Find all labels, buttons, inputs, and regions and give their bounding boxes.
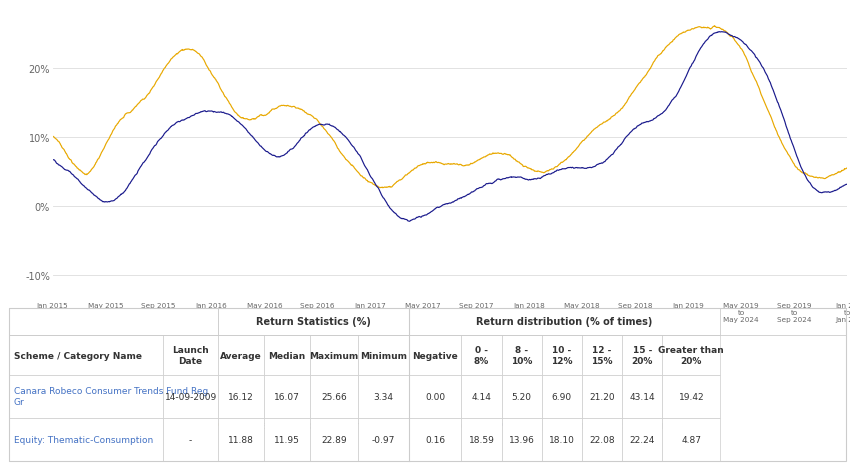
Text: 3.34: 3.34: [374, 392, 394, 401]
Bar: [462, 418, 501, 461]
Bar: [622, 418, 662, 461]
Text: 0.00: 0.00: [425, 392, 445, 401]
Text: Scheme / Category Name: Scheme / Category Name: [14, 351, 141, 360]
Text: 11.95: 11.95: [274, 435, 300, 444]
Text: 11.88: 11.88: [228, 435, 254, 444]
Bar: [359, 335, 409, 375]
Text: 13.96: 13.96: [509, 435, 535, 444]
Text: Minimum: Minimum: [360, 351, 407, 360]
Legend: Canara Robeco Consumer Trends Fund Reg Gr, Equity: Thematic-Consumption: Canara Robeco Consumer Trends Fund Reg G…: [196, 415, 705, 434]
Text: Maximum: Maximum: [309, 351, 359, 360]
Text: 0.16: 0.16: [425, 435, 445, 444]
Bar: [502, 335, 541, 375]
Bar: [462, 375, 501, 418]
Bar: [264, 418, 310, 461]
Text: 18.59: 18.59: [468, 435, 495, 444]
Bar: [622, 335, 662, 375]
Text: 21.20: 21.20: [589, 392, 615, 401]
Bar: [662, 335, 720, 375]
Bar: [359, 375, 409, 418]
Bar: [8, 308, 218, 335]
Bar: [409, 308, 720, 335]
Bar: [662, 418, 720, 461]
Text: Negative: Negative: [412, 351, 458, 360]
Bar: [218, 375, 264, 418]
Text: 43.14: 43.14: [630, 392, 655, 401]
Text: 18.10: 18.10: [549, 435, 575, 444]
Text: Return Statistics (%): Return Statistics (%): [256, 317, 371, 326]
Text: Return distribution (% of times): Return distribution (% of times): [476, 317, 653, 326]
Bar: [622, 375, 662, 418]
Text: 22.89: 22.89: [321, 435, 347, 444]
Bar: [218, 418, 264, 461]
Bar: [409, 375, 462, 418]
Bar: [218, 335, 264, 375]
Text: 22.24: 22.24: [630, 435, 655, 444]
Text: 4.87: 4.87: [682, 435, 701, 444]
Text: Median: Median: [269, 351, 305, 360]
Text: 15 -
20%: 15 - 20%: [632, 345, 653, 365]
Bar: [541, 418, 582, 461]
Text: 16.12: 16.12: [228, 392, 253, 401]
Bar: [163, 375, 218, 418]
Text: 14-09-2009: 14-09-2009: [165, 392, 217, 401]
Bar: [462, 335, 501, 375]
Text: 6.90: 6.90: [552, 392, 572, 401]
Bar: [8, 335, 163, 375]
Text: -0.97: -0.97: [372, 435, 395, 444]
Text: Greater than
20%: Greater than 20%: [659, 345, 724, 365]
Text: Launch
Date: Launch Date: [173, 345, 209, 365]
Bar: [310, 375, 359, 418]
Bar: [264, 375, 310, 418]
Bar: [264, 335, 310, 375]
Bar: [8, 418, 163, 461]
Text: Average: Average: [220, 351, 262, 360]
Bar: [310, 418, 359, 461]
Bar: [163, 335, 218, 375]
Bar: [502, 418, 541, 461]
Text: 10 -
12%: 10 - 12%: [551, 345, 573, 365]
Text: 4.14: 4.14: [472, 392, 491, 401]
Text: 12 -
15%: 12 - 15%: [592, 345, 613, 365]
Bar: [541, 375, 582, 418]
Text: 25.66: 25.66: [321, 392, 347, 401]
Text: 16.07: 16.07: [274, 392, 300, 401]
Bar: [310, 335, 359, 375]
Text: Canara Robeco Consumer Trends Fund Reg
Gr: Canara Robeco Consumer Trends Fund Reg G…: [14, 387, 207, 407]
Bar: [409, 335, 462, 375]
Bar: [582, 335, 622, 375]
Text: Equity: Thematic-Consumption: Equity: Thematic-Consumption: [14, 435, 153, 444]
Text: 5.20: 5.20: [512, 392, 532, 401]
Bar: [409, 418, 462, 461]
Bar: [582, 375, 622, 418]
Text: 22.08: 22.08: [589, 435, 615, 444]
Text: 0 -
8%: 0 - 8%: [474, 345, 489, 365]
Bar: [541, 335, 582, 375]
Text: -: -: [189, 435, 192, 444]
Bar: [218, 308, 409, 335]
Text: 8 -
10%: 8 - 10%: [511, 345, 532, 365]
Bar: [359, 418, 409, 461]
Bar: [8, 375, 163, 418]
Bar: [502, 375, 541, 418]
Bar: [662, 375, 720, 418]
Text: 19.42: 19.42: [678, 392, 704, 401]
Bar: [163, 418, 218, 461]
Bar: [582, 418, 622, 461]
